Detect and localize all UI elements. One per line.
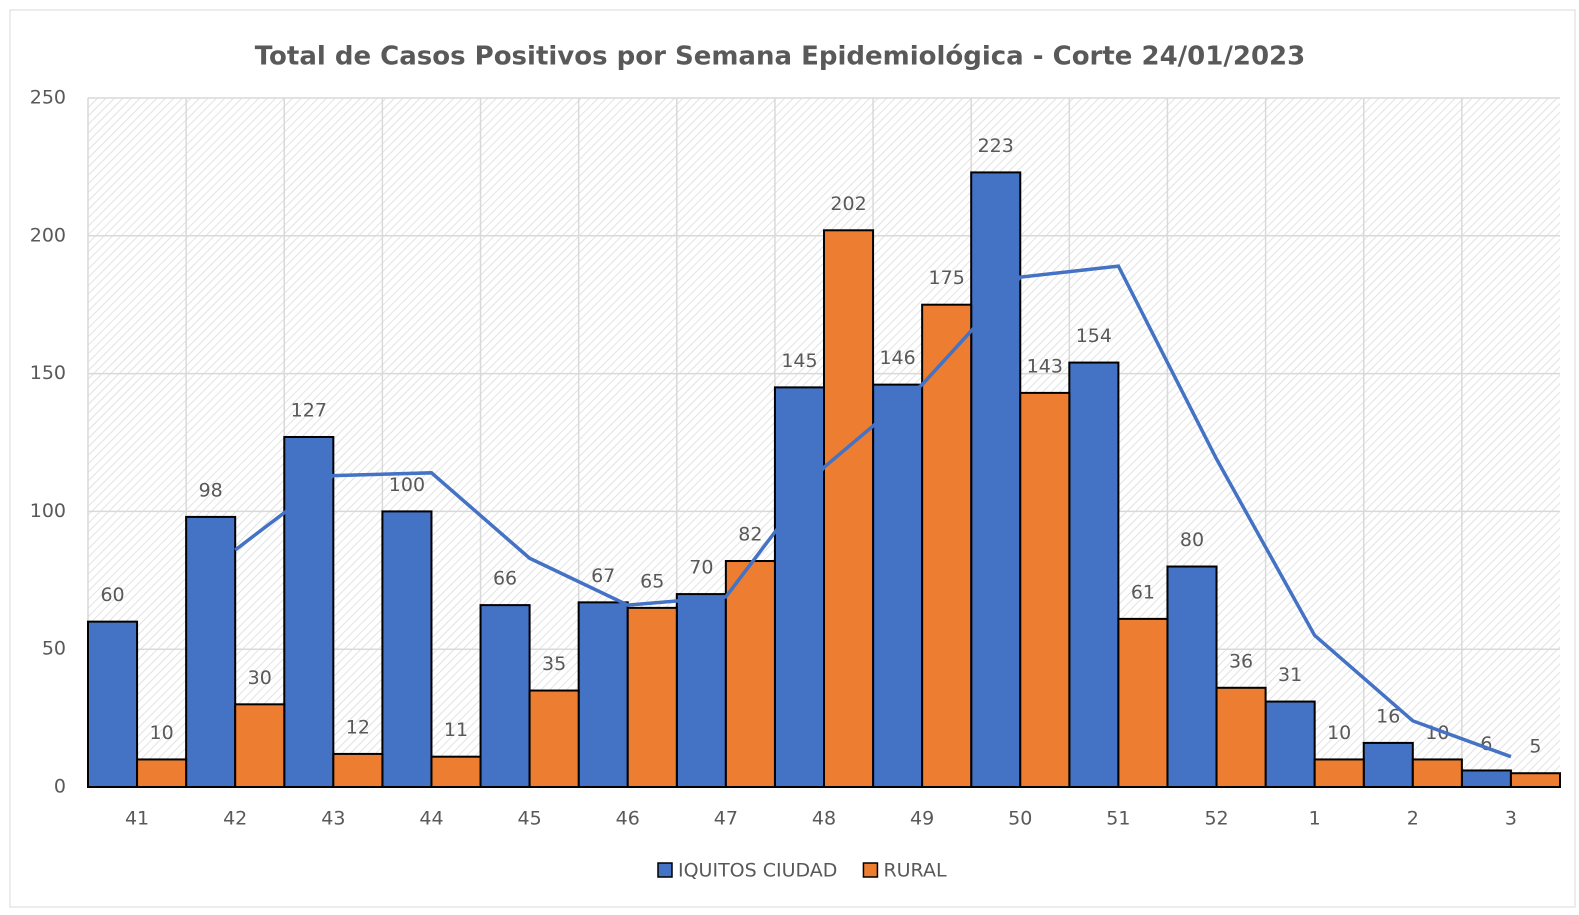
y-tick-label: 150 <box>30 362 66 384</box>
bar <box>1264 700 1316 789</box>
data-label: 6 <box>1480 733 1492 755</box>
legend-label: RURAL <box>883 860 947 882</box>
chart-title: Total de Casos Positivos por Semana Epid… <box>255 42 1305 72</box>
bar <box>332 752 384 788</box>
x-tick-label: 41 <box>125 808 149 830</box>
y-tick-label: 250 <box>30 87 66 109</box>
bar <box>1460 769 1512 788</box>
data-label: 5 <box>1529 736 1541 758</box>
y-tick-label: 50 <box>42 638 66 660</box>
x-tick-label: 1 <box>1309 808 1321 830</box>
data-label: 16 <box>1376 705 1400 727</box>
bar <box>430 755 482 789</box>
data-label: 223 <box>978 135 1014 157</box>
data-label: 61 <box>1131 581 1155 603</box>
trend-line <box>234 264 1512 759</box>
legend-label: IQUITOS CIUDAD <box>678 860 837 882</box>
data-label: 202 <box>830 193 866 215</box>
data-label: 143 <box>1027 355 1063 377</box>
bar <box>283 435 335 788</box>
y-tick-label: 200 <box>30 224 66 246</box>
data-label: 70 <box>689 557 713 579</box>
data-label: 30 <box>248 667 272 689</box>
bar <box>724 560 776 788</box>
data-label: 60 <box>100 584 124 606</box>
data-label: 10 <box>1327 722 1351 744</box>
bar <box>1019 391 1071 788</box>
bar <box>381 510 433 788</box>
data-label: 66 <box>493 568 517 590</box>
bar <box>1411 758 1463 789</box>
x-tick-label: 48 <box>812 808 836 830</box>
bar <box>185 515 237 788</box>
data-label: 36 <box>1229 650 1253 672</box>
x-tick-label: 52 <box>1204 808 1228 830</box>
data-label: 98 <box>199 479 223 501</box>
x-tick-label: 51 <box>1106 808 1130 830</box>
data-label: 65 <box>640 570 664 592</box>
data-label: 82 <box>738 524 762 546</box>
legend-swatch <box>657 862 673 878</box>
bar <box>1068 361 1120 788</box>
bar <box>626 606 678 788</box>
data-label: 80 <box>1180 529 1204 551</box>
data-label: 12 <box>346 716 370 738</box>
data-label: 11 <box>444 719 468 741</box>
y-tick-label: 100 <box>30 500 66 522</box>
bar <box>921 303 973 788</box>
x-tick-label: 50 <box>1008 808 1032 830</box>
bar <box>823 229 875 788</box>
data-label: 175 <box>929 267 965 289</box>
bar <box>1166 565 1218 789</box>
x-tick-label: 43 <box>321 808 345 830</box>
bar <box>577 601 629 789</box>
bar <box>479 604 531 788</box>
bar <box>234 703 286 789</box>
bar <box>1509 772 1562 788</box>
bar <box>1215 686 1267 788</box>
y-tick-label: 0 <box>54 776 66 798</box>
bar <box>1117 617 1169 788</box>
x-tick-label: 44 <box>419 808 443 830</box>
data-label: 67 <box>591 565 615 587</box>
x-tick-label: 45 <box>518 808 542 830</box>
x-tick-label: 3 <box>1505 808 1517 830</box>
x-tick-label: 47 <box>714 808 738 830</box>
bar <box>970 171 1022 789</box>
bar <box>872 383 924 788</box>
data-label: 154 <box>1076 325 1112 347</box>
bar <box>136 758 188 789</box>
data-label: 10 <box>150 722 174 744</box>
legend-swatch <box>862 862 879 878</box>
bar <box>773 386 826 788</box>
bar <box>528 689 580 788</box>
x-tick-label: 49 <box>910 808 934 830</box>
x-tick-label: 46 <box>616 808 640 830</box>
x-tick-label: 42 <box>223 808 247 830</box>
data-label: 35 <box>542 653 566 675</box>
data-label: 146 <box>879 347 915 369</box>
bar <box>675 593 727 789</box>
bar <box>87 620 139 789</box>
data-label: 31 <box>1278 664 1302 686</box>
data-label: 145 <box>781 350 817 372</box>
bar <box>1313 758 1365 789</box>
data-label: 127 <box>291 399 327 421</box>
data-label: 100 <box>389 474 425 496</box>
x-tick-label: 2 <box>1407 808 1419 830</box>
bar <box>1362 741 1414 788</box>
